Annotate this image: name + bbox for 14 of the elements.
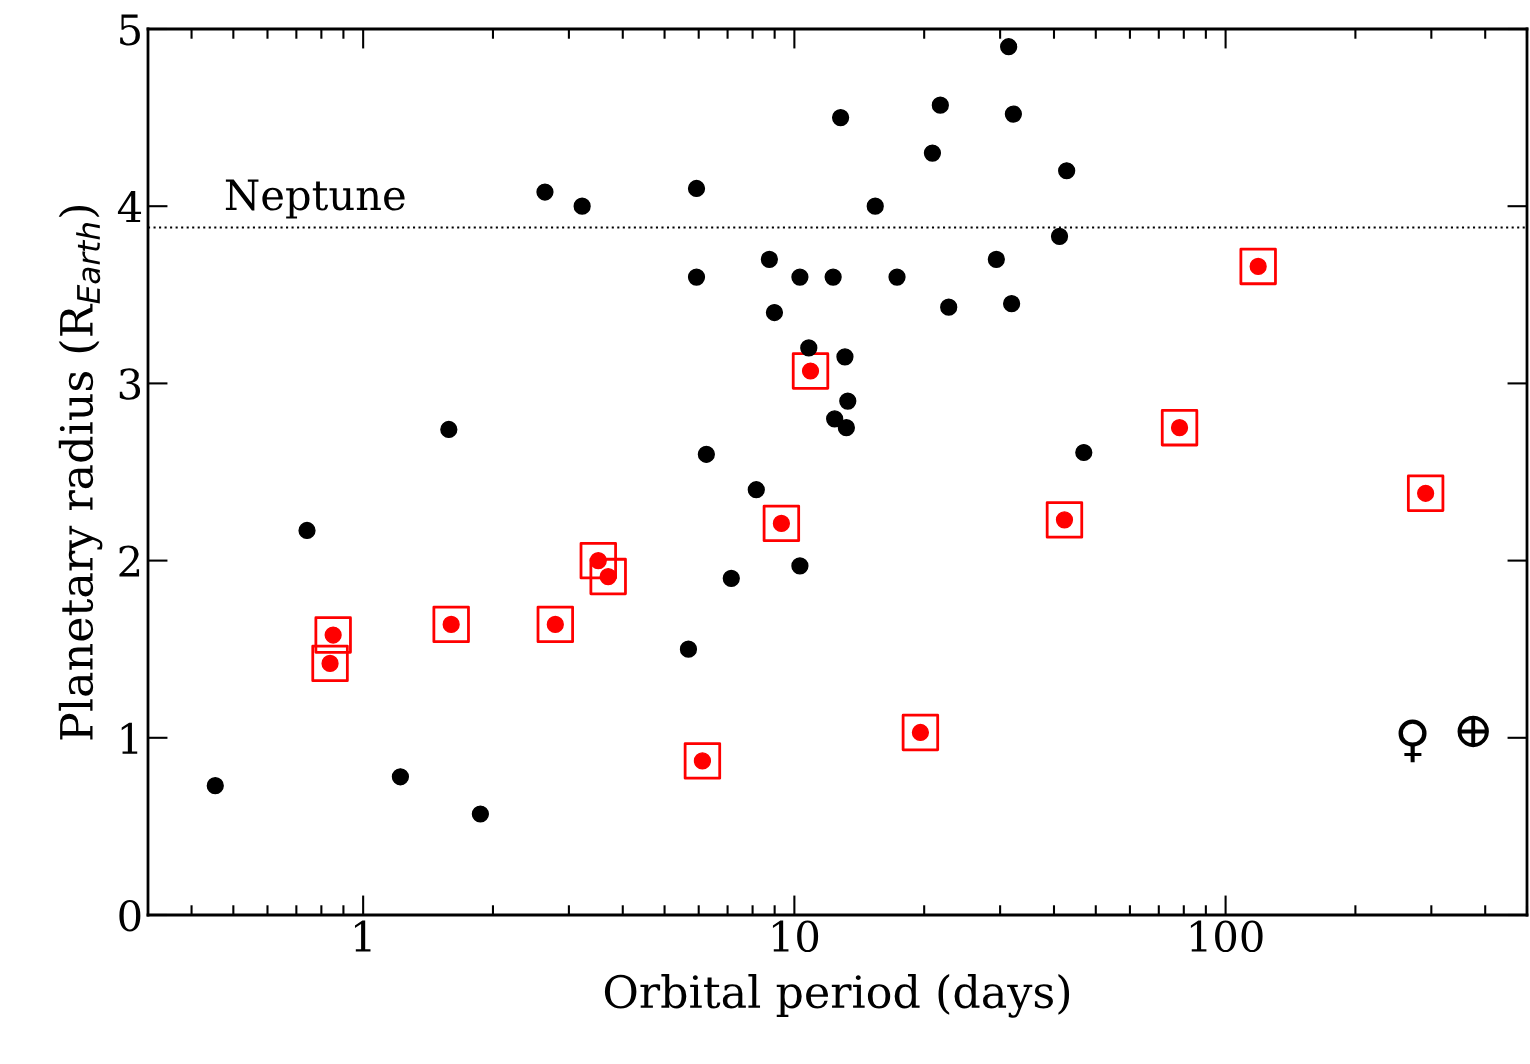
y-axis-title: Planetary radius (R$_{Earth}$)	[58, 205, 103, 740]
annotation: ⊕	[1457, 715, 1489, 748]
y-tick-label: 1	[121, 722, 138, 754]
x-axis-title: Orbital period (days)	[604, 974, 1070, 1018]
y-tick-label: 5	[120, 14, 140, 46]
x-tick-label: 100	[1190, 920, 1263, 953]
y-tick-label: 0	[119, 899, 141, 932]
annotation: ♀	[1398, 719, 1427, 763]
x-tick-label: 10	[772, 920, 819, 953]
x-tick-label: 1	[354, 920, 371, 952]
y-tick-label: 2	[119, 545, 140, 577]
y-tick-label: 4	[117, 191, 142, 223]
ref-line-label: Neptune	[225, 179, 405, 219]
y-tick-label: 3	[119, 368, 141, 400]
